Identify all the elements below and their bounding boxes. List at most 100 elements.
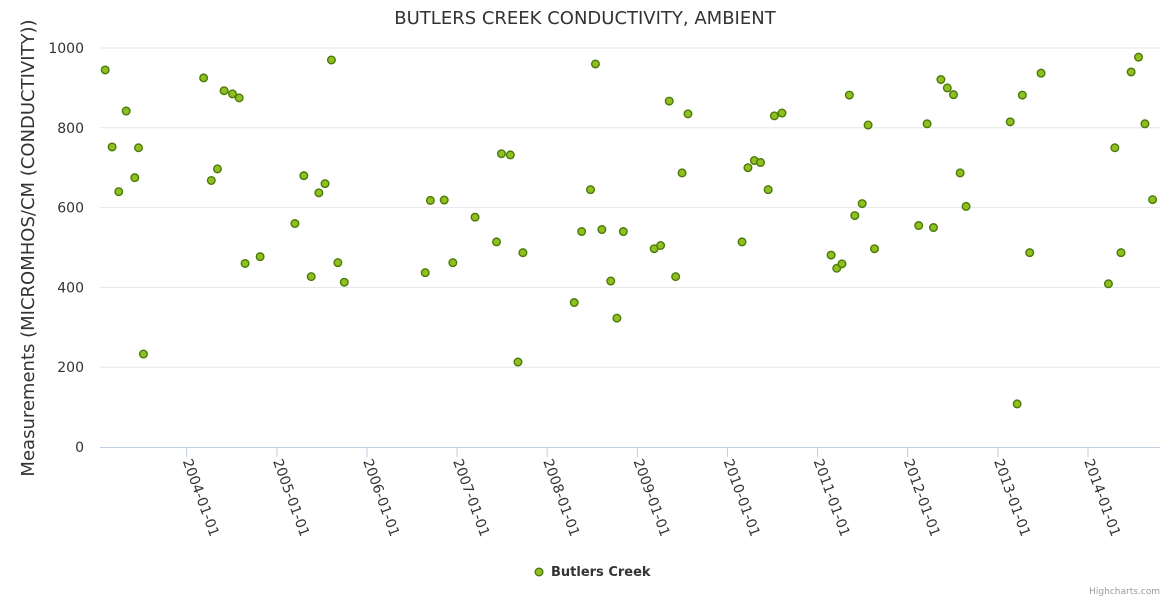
data-point[interactable] [914,221,924,231]
data-point[interactable] [756,158,766,168]
data-point[interactable] [1012,399,1022,409]
x-tick-label: 2004-01-01 [179,457,222,539]
data-point[interactable] [1148,195,1158,205]
data-point[interactable] [1103,279,1113,289]
data-point[interactable] [1140,119,1150,129]
data-point[interactable] [922,119,932,129]
data-point[interactable] [577,227,587,237]
data-point[interactable] [1134,52,1144,62]
data-point[interactable] [333,258,343,268]
data-point[interactable] [597,225,607,235]
data-point[interactable] [439,195,449,205]
y-tick-label: 0 [75,440,84,456]
x-tick-label: 2009-01-01 [630,457,673,539]
data-point[interactable] [1110,143,1120,153]
data-point[interactable] [763,185,773,195]
data-point[interactable] [133,143,143,153]
x-tick-label: 2012-01-01 [900,457,943,539]
data-point[interactable] [1005,117,1015,127]
legend[interactable]: Butlers Creek [534,565,651,580]
data-point[interactable] [1126,67,1136,77]
x-tick-label: 2010-01-01 [720,457,763,539]
data-point[interactable] [569,298,579,308]
data-point[interactable] [936,75,946,85]
data-point[interactable] [961,201,971,211]
data-point[interactable] [505,150,515,160]
data-point[interactable] [656,241,666,251]
data-point[interactable] [107,142,117,152]
data-point[interactable] [448,258,458,268]
data-point[interactable] [618,227,628,237]
credits-link[interactable]: Highcharts.com [1089,587,1160,597]
data-point[interactable] [1017,90,1027,100]
data-point[interactable] [671,272,681,282]
data-point[interactable] [777,108,787,118]
data-point[interactable] [227,89,237,99]
y-tick-label: 800 [57,121,84,137]
data-point[interactable] [121,106,131,116]
data-point[interactable] [306,272,316,282]
y-axis-ticks: 0 200 400 600 800 1000 [48,41,84,456]
data-point[interactable] [590,59,600,69]
data-point[interactable] [114,187,124,197]
data-point[interactable] [219,86,229,96]
data-point[interactable] [928,223,938,233]
data-points[interactable] [100,52,1158,409]
data-point[interactable] [199,73,209,83]
data-point[interactable] [326,55,336,65]
data-point[interactable] [496,149,506,159]
y-tick-label: 600 [57,201,84,217]
data-point[interactable] [290,219,300,229]
y-axis-label: Measurements (MICROMHOS/CM (CONDUCTIVITY… [18,19,39,476]
data-point[interactable] [769,111,779,121]
data-point[interactable] [844,90,854,100]
data-point[interactable] [586,185,596,195]
data-point[interactable] [1116,248,1126,258]
data-point[interactable] [425,195,435,205]
data-point[interactable] [677,168,687,178]
data-point[interactable] [130,173,140,183]
data-point[interactable] [948,90,958,100]
data-point[interactable] [234,93,244,103]
data-point[interactable] [339,277,349,287]
data-point[interactable] [863,120,873,130]
legend-label[interactable]: Butlers Creek [551,565,651,580]
data-point[interactable] [942,83,952,93]
grid-lines [100,47,1160,368]
data-point[interactable] [314,188,324,198]
data-point[interactable] [743,163,753,173]
data-point[interactable] [857,199,867,209]
data-point[interactable] [299,171,309,181]
data-point[interactable] [212,164,222,174]
data-point[interactable] [320,179,330,189]
data-point[interactable] [955,168,965,178]
data-point[interactable] [240,258,250,268]
data-point[interactable] [206,175,216,185]
data-point[interactable] [470,212,480,222]
data-point[interactable] [255,252,265,262]
data-point[interactable] [138,349,148,359]
data-point[interactable] [612,313,622,323]
data-point[interactable] [513,357,523,367]
data-point[interactable] [850,211,860,221]
data-point[interactable] [1036,68,1046,78]
data-point[interactable] [100,65,110,75]
data-point[interactable] [826,250,836,260]
data-point[interactable] [1025,248,1035,258]
data-point[interactable] [606,276,616,286]
data-point[interactable] [664,96,674,106]
chart-title: BUTLERS CREEK CONDUCTIVITY, AMBIENT [394,8,776,29]
x-tick-label: 2006-01-01 [359,457,402,539]
data-point[interactable] [492,237,502,247]
y-tick-label: 1000 [48,41,84,57]
x-tick-label: 2008-01-01 [539,457,582,539]
x-tick-label: 2014-01-01 [1080,457,1123,539]
data-point[interactable] [837,259,847,269]
data-point[interactable] [737,237,747,247]
data-point[interactable] [683,109,693,119]
data-point[interactable] [518,248,528,258]
data-point[interactable] [420,268,430,278]
x-tick-label: 2005-01-01 [269,457,312,539]
data-point[interactable] [870,244,880,254]
